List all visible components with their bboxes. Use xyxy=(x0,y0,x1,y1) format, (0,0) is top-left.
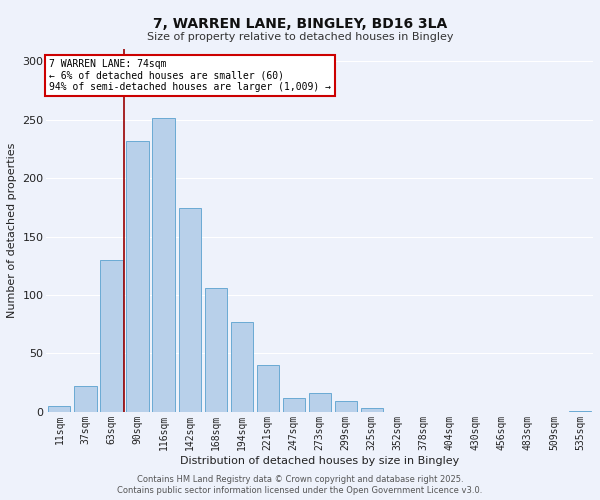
Text: Size of property relative to detached houses in Bingley: Size of property relative to detached ho… xyxy=(147,32,453,42)
Bar xyxy=(152,118,175,412)
Y-axis label: Number of detached properties: Number of detached properties xyxy=(7,143,17,318)
Bar xyxy=(361,408,383,412)
Bar xyxy=(569,411,591,412)
Bar xyxy=(49,406,70,412)
Bar xyxy=(179,208,200,412)
Text: 7, WARREN LANE, BINGLEY, BD16 3LA: 7, WARREN LANE, BINGLEY, BD16 3LA xyxy=(153,18,447,32)
Bar xyxy=(230,322,253,412)
Bar xyxy=(257,365,279,412)
Bar xyxy=(308,394,331,412)
Bar xyxy=(127,140,149,412)
Bar xyxy=(74,386,97,412)
X-axis label: Distribution of detached houses by size in Bingley: Distribution of detached houses by size … xyxy=(180,456,460,466)
Text: Contains HM Land Registry data © Crown copyright and database right 2025.: Contains HM Land Registry data © Crown c… xyxy=(137,475,463,484)
Text: 7 WARREN LANE: 74sqm
← 6% of detached houses are smaller (60)
94% of semi-detach: 7 WARREN LANE: 74sqm ← 6% of detached ho… xyxy=(49,58,331,92)
Bar xyxy=(100,260,122,412)
Bar xyxy=(205,288,227,412)
Text: Contains public sector information licensed under the Open Government Licence v3: Contains public sector information licen… xyxy=(118,486,482,495)
Bar xyxy=(283,398,305,412)
Bar xyxy=(335,402,357,412)
